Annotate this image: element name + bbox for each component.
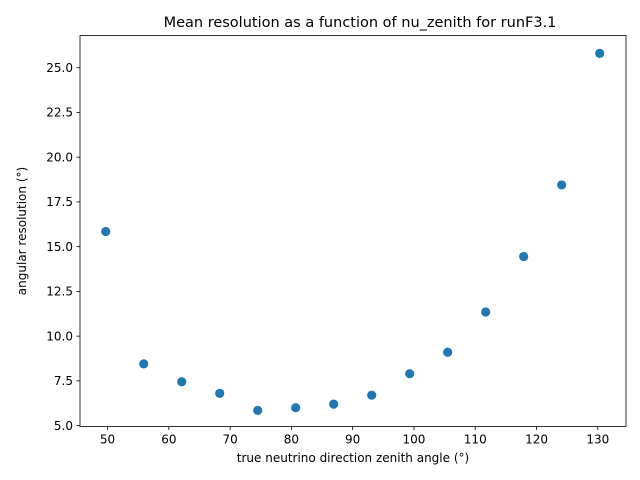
data-point: [519, 251, 529, 262]
y-tick-label: 20.0: [46, 150, 73, 164]
data-point: [405, 369, 415, 379]
x-tick-label: 70: [222, 433, 237, 447]
y-axis-label: angular resolution (°): [15, 167, 29, 295]
y-tick-label: 15.0: [46, 240, 73, 254]
x-axis-ticks: 50 60 70 80 90 100 110 120 130: [100, 426, 609, 447]
y-tick-label: 12.5: [46, 285, 73, 299]
y-tick-label: 17.5: [46, 195, 73, 209]
x-tick-label: 100: [403, 433, 426, 447]
data-point: [139, 359, 149, 369]
x-tick-label: 120: [525, 433, 548, 447]
data-point: [215, 388, 225, 398]
data-point: [253, 405, 263, 415]
data-point: [101, 226, 111, 237]
data-point: [557, 180, 567, 190]
y-tick-label: 7.5: [54, 374, 73, 388]
x-tick-label: 110: [464, 433, 487, 447]
x-tick-label: 60: [161, 433, 176, 447]
data-points: [101, 48, 605, 415]
data-point: [367, 390, 377, 400]
x-tick-label: 50: [100, 433, 115, 447]
y-tick-label: 22.5: [46, 106, 73, 120]
data-point: [595, 48, 605, 58]
y-tick-label: 10.0: [46, 329, 73, 343]
x-tick-label: 130: [586, 433, 609, 447]
chart-title: Mean resolution as a function of nu_zeni…: [164, 15, 557, 31]
x-tick-label: 90: [345, 433, 360, 447]
x-tick-label: 80: [284, 433, 299, 447]
y-axis-ticks: 5.0 7.5 10.0 12.5 15.0 17.5 20.0 22.5 25.0: [46, 61, 80, 433]
data-point: [329, 399, 339, 409]
y-tick-label: 25.0: [46, 61, 73, 75]
data-point: [177, 377, 187, 387]
data-point: [291, 403, 301, 413]
data-point: [481, 307, 491, 317]
data-point: [443, 347, 453, 357]
y-tick-label: 5.0: [54, 419, 73, 433]
x-axis-label: true neutrino direction zenith angle (°): [237, 451, 469, 465]
plot-frame: [79, 35, 627, 427]
